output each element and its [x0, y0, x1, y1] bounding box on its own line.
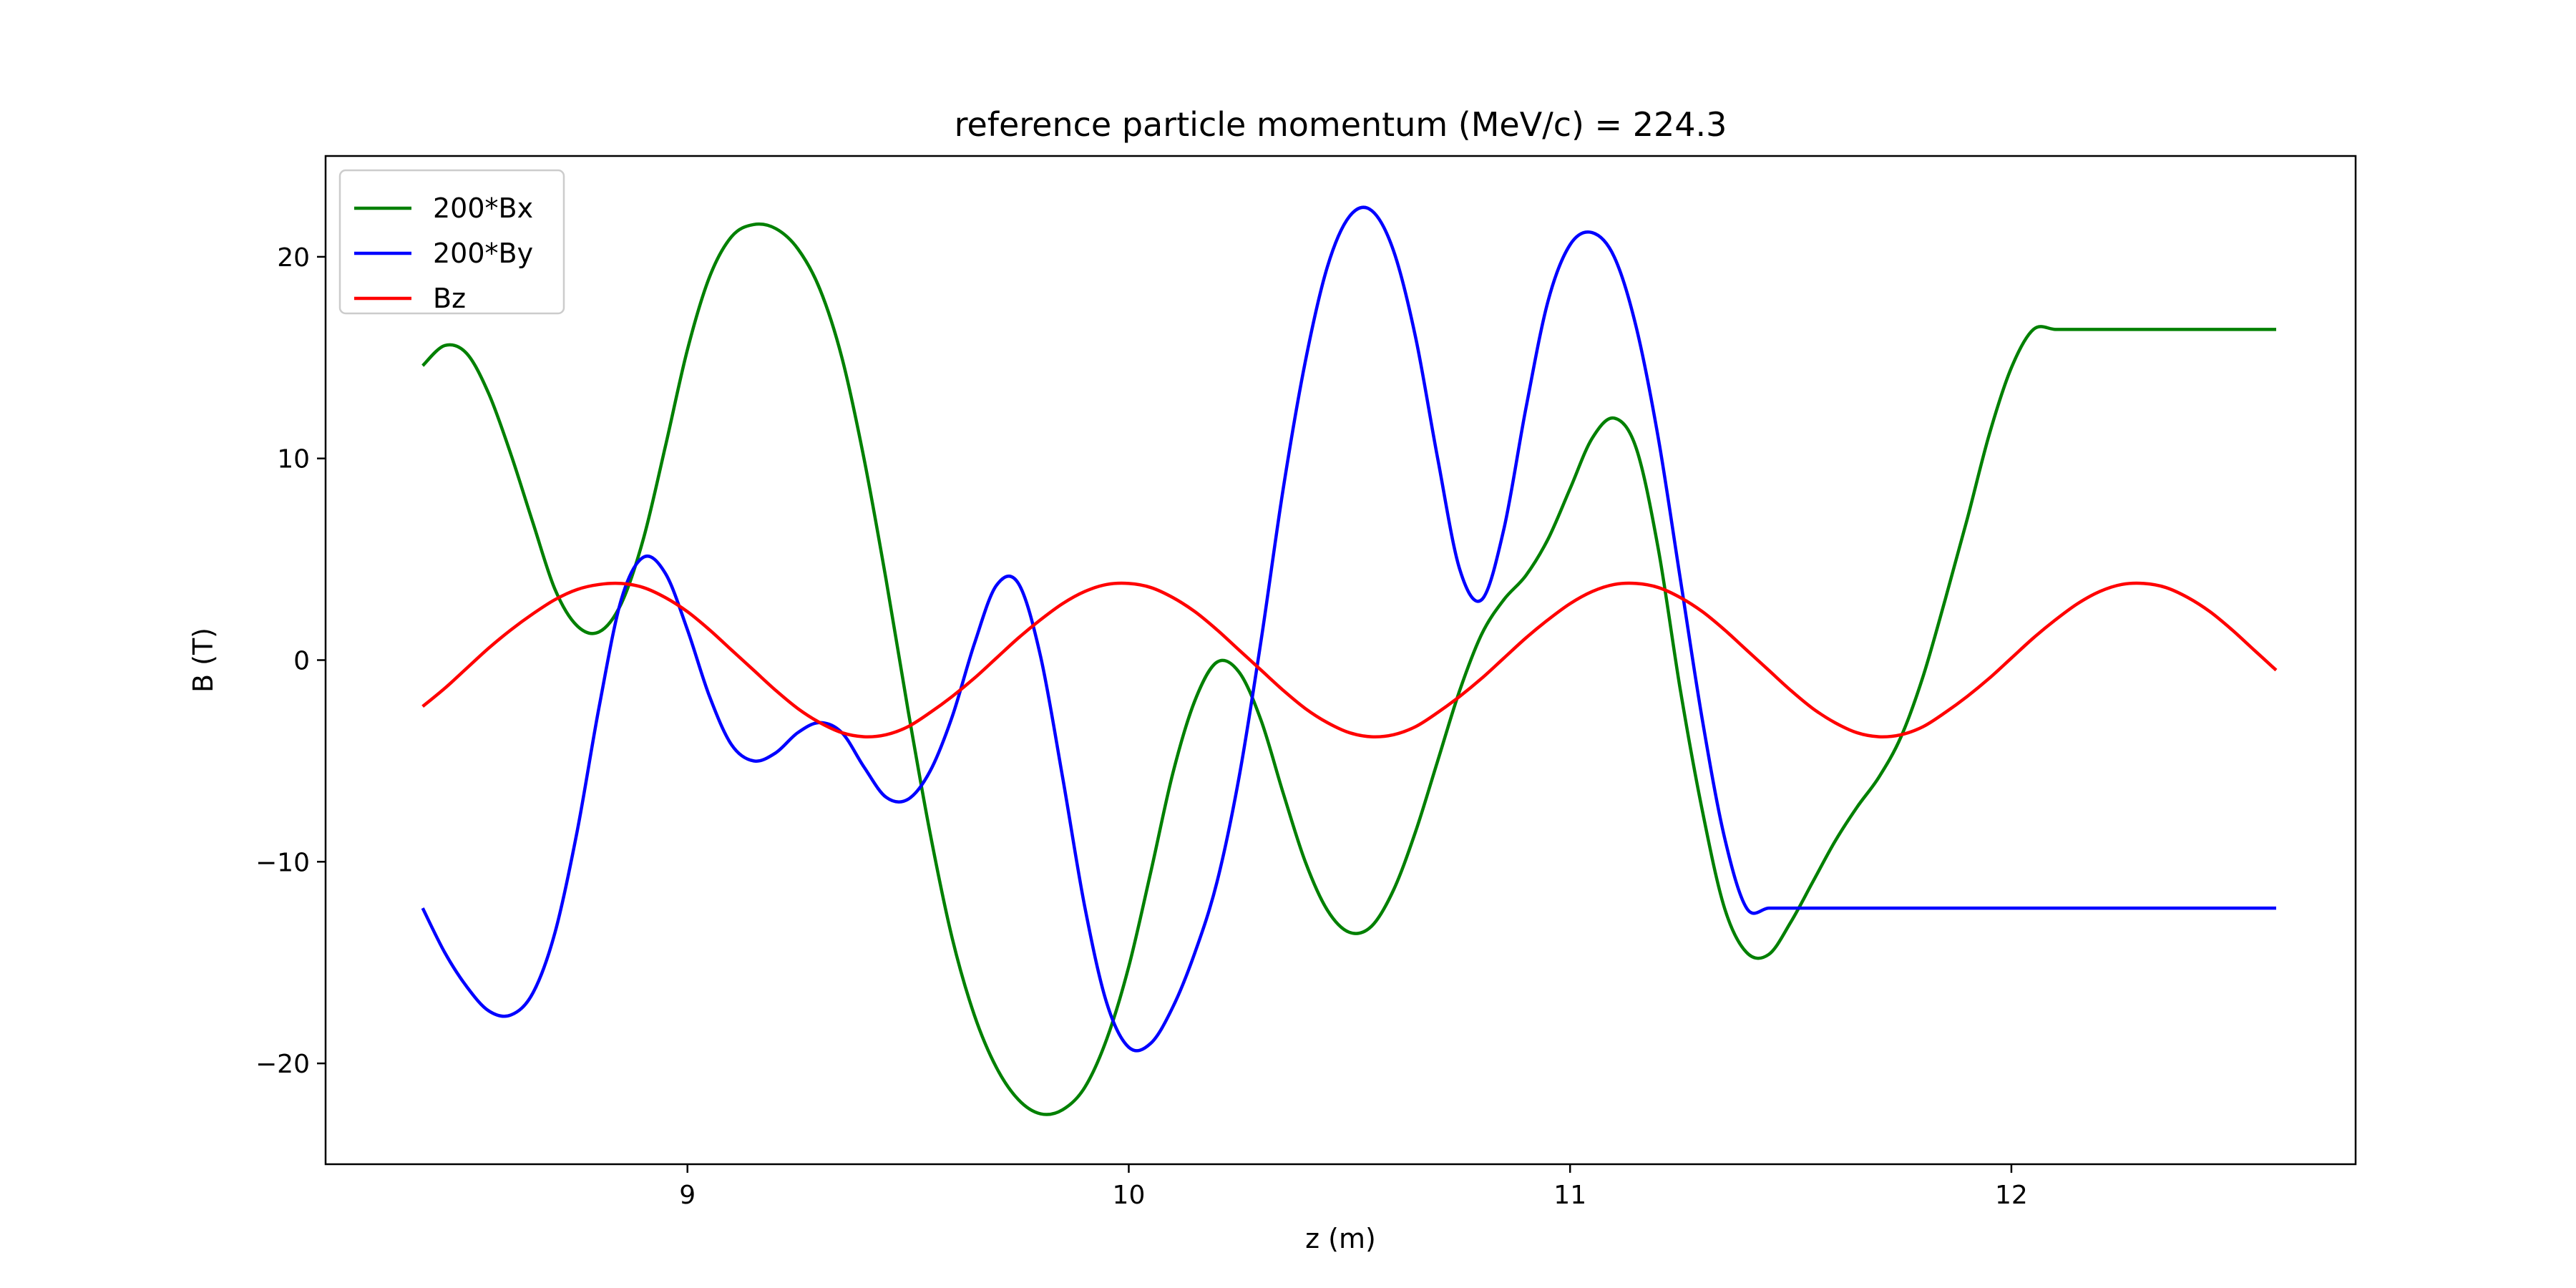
x-tick-label: 9	[679, 1181, 696, 1210]
y-axis: −20 −10 0 10 20	[255, 243, 326, 1079]
chart-title: reference particle momentum (MeV/c) = 22…	[955, 105, 1727, 144]
y-tick-label: 10	[277, 445, 310, 474]
legend-entry: Bz	[433, 283, 466, 314]
x-tick-label: 12	[1995, 1181, 2028, 1210]
y-tick-label: −20	[255, 1050, 310, 1079]
series-line-200-by	[421, 205, 2276, 1053]
series-layer	[421, 205, 2278, 1116]
y-tick-label: 0	[293, 647, 310, 676]
x-tick-label: 10	[1113, 1181, 1146, 1210]
series-line-bz	[421, 581, 2278, 738]
legend: 200*Bx 200*By Bz	[338, 169, 565, 315]
y-tick-label: −10	[255, 848, 310, 877]
x-tick-label: 11	[1553, 1181, 1586, 1210]
y-axis-label: B (T)	[187, 628, 219, 693]
x-axis: 9 10 11 12	[679, 1164, 2028, 1210]
y-tick-label: 20	[277, 243, 310, 273]
legend-box	[338, 169, 565, 315]
legend-entry: 200*By	[433, 238, 533, 269]
legend-entry: 200*Bx	[433, 192, 533, 224]
series-line-200-bx	[421, 222, 2276, 1116]
x-axis-label: z (m)	[1305, 1223, 1376, 1254]
